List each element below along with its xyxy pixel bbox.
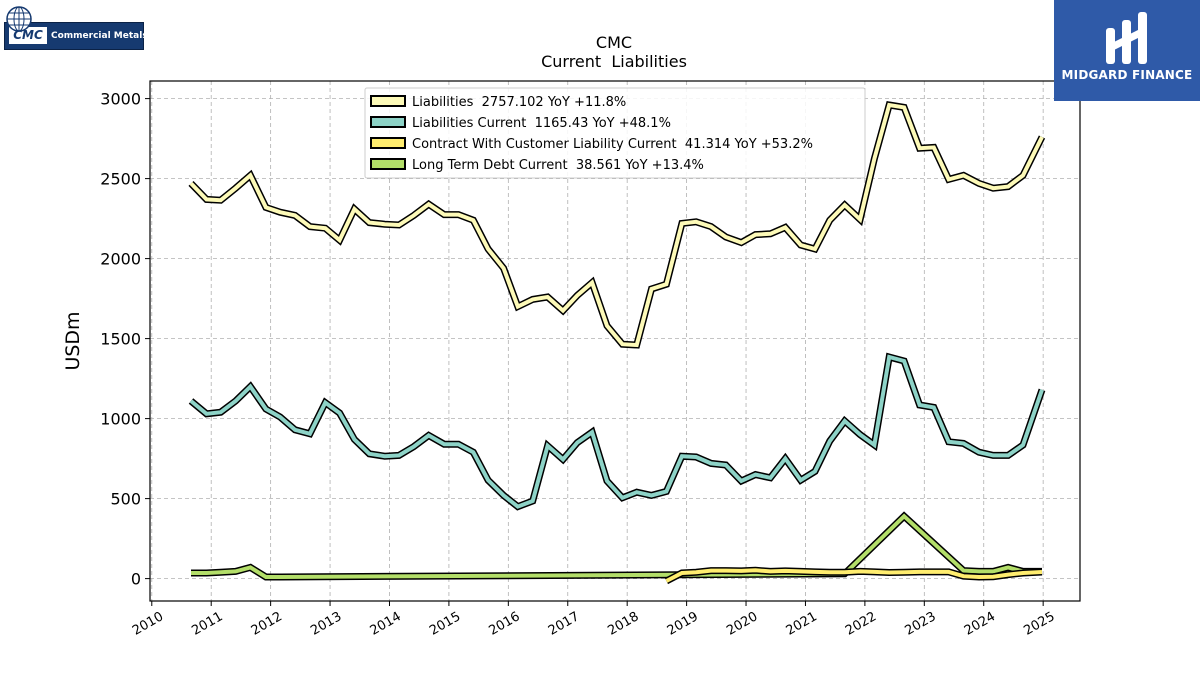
- x-tick-label: 2021: [784, 609, 820, 639]
- series-3: [191, 511, 1042, 581]
- x-tick-label: 2020: [724, 609, 760, 639]
- commercial-metals-logo: CMC Commercial Metals: [4, 6, 148, 52]
- x-tick-label: 2019: [665, 609, 701, 639]
- y-axis: 0 500 1000 1500 2000 2500 3000: [100, 90, 150, 589]
- legend-swatch: [370, 158, 406, 170]
- x-tick-label: 2023: [902, 609, 938, 639]
- x-tick-label: 2025: [1021, 609, 1057, 639]
- legend-item: Contract With Customer Liability Current…: [370, 137, 813, 152]
- x-tick-label: 2013: [308, 609, 344, 639]
- x-tick-label: 2017: [546, 609, 582, 639]
- chart-title: CMC: [596, 33, 632, 52]
- legend-label: Contract With Customer Liability Current…: [412, 137, 813, 152]
- legend: Liabilities 2757.102 YoY +11.8% Liabiliti…: [364, 87, 866, 179]
- x-tick-label: 2011: [189, 609, 225, 639]
- series-line: [189, 354, 1044, 509]
- legend-swatch: [370, 95, 406, 107]
- series-2: [664, 566, 1043, 585]
- x-tick-label: 2018: [605, 609, 641, 639]
- x-tick-label: 2015: [427, 609, 463, 639]
- y-tick-label: 3000: [100, 90, 141, 109]
- series-line: [189, 102, 1044, 348]
- midgard-finance-logo: MIDGARD FINANCE: [1054, 0, 1200, 101]
- globe-icon: [6, 6, 32, 32]
- y-tick-label: 500: [110, 490, 141, 509]
- y-tick-label: 2500: [100, 170, 141, 189]
- series-0: [188, 101, 1046, 349]
- legend-swatch: [370, 137, 406, 149]
- series-layer: [188, 101, 1046, 585]
- x-tick-label: 2014: [368, 609, 404, 639]
- midgard-finance-name: MIDGARD FINANCE: [1061, 68, 1193, 82]
- series-line: [665, 568, 1043, 583]
- legend-swatch: [370, 116, 406, 128]
- plot-frame: [149, 80, 1081, 602]
- y-tick-label: 2000: [100, 250, 141, 269]
- legend-box: [364, 87, 866, 179]
- legend-label: Long Term Debt Current 38.561 YoY +13.4%: [412, 158, 704, 173]
- y-tick-label: 0: [131, 570, 141, 589]
- chart-subtitle: Current Liabilities: [541, 52, 687, 71]
- legend-item: Liabilities Current 1165.43 YoY +48.1%: [370, 116, 671, 131]
- y-tick-label: 1000: [100, 410, 141, 429]
- x-tick-label: 2024: [962, 609, 998, 639]
- x-axis: 2010 2011 2012 2013 2014 2015 2016 2017 2018 2019…: [130, 601, 1057, 639]
- legend-label: Liabilities 2757.102 YoY +11.8%: [412, 95, 626, 110]
- x-tick-label: 2022: [843, 609, 879, 639]
- series-1: [188, 352, 1046, 511]
- legend-label: Liabilities Current 1165.43 YoY +48.1%: [412, 116, 671, 131]
- x-tick-label: 2010: [130, 609, 166, 639]
- legend-item: Long Term Debt Current 38.561 YoY +13.4%: [370, 158, 704, 173]
- y-tick-label: 1500: [100, 330, 141, 349]
- series-line: [191, 513, 1042, 579]
- legend-item: Liabilities 2757.102 YoY +11.8%: [370, 95, 626, 110]
- x-tick-label: 2012: [249, 609, 285, 639]
- y-axis-label: USDm: [62, 311, 84, 370]
- cmc-logo-name: Commercial Metals: [51, 31, 148, 41]
- series-line-outline: [188, 352, 1046, 511]
- x-tick-label: 2016: [487, 609, 523, 639]
- midgard-mark-icon: [1106, 12, 1147, 64]
